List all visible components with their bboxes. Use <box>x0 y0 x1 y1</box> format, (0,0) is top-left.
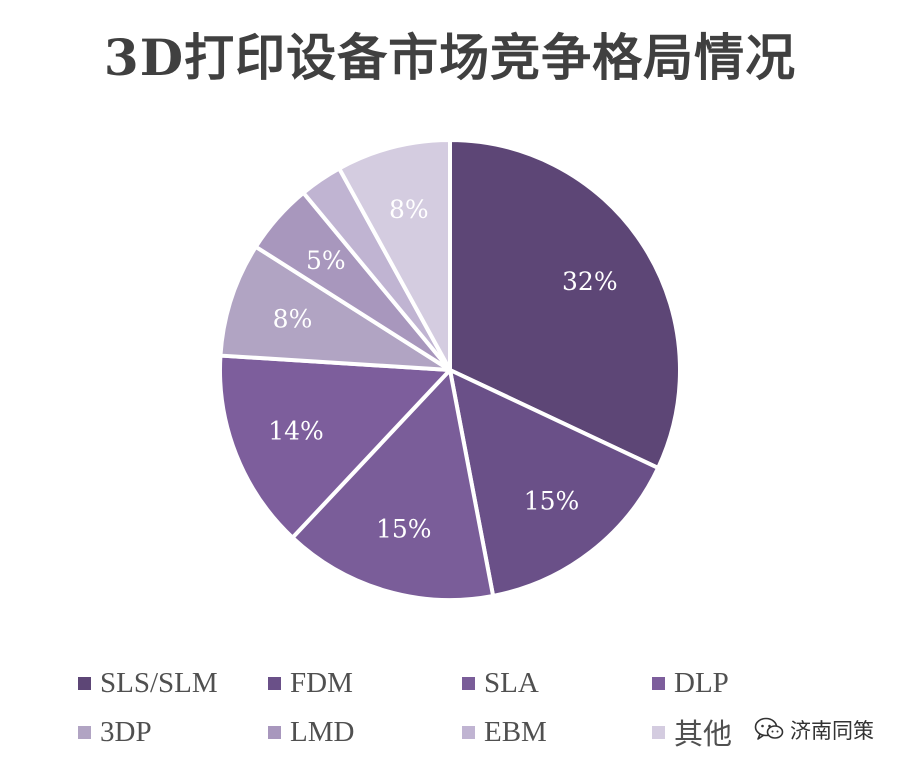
pie-slice-dlp <box>218 353 452 540</box>
legend-label: SLS/SLM <box>100 666 218 699</box>
legend-swatch <box>78 725 91 739</box>
pie-slice-sls-slm <box>448 138 682 470</box>
legend-item: 其他 <box>652 715 732 751</box>
legend-label: EBM <box>484 715 547 748</box>
pie-slice-其他 <box>337 138 452 372</box>
legend-item: SLS/SLM <box>78 666 218 700</box>
data-label-lmd: 5% <box>306 246 346 275</box>
watermark: 济南同策 <box>750 713 878 747</box>
legend-item: SLA <box>462 666 539 700</box>
legend-item: 3DP <box>78 715 152 749</box>
legend-swatch <box>268 676 281 690</box>
legend-label: SLA <box>484 666 539 699</box>
legend-swatch <box>268 725 281 739</box>
wechat-icon <box>754 717 784 740</box>
pie-data-labels: 32% 15% 15% 14% 8% 5% 8% <box>268 195 617 543</box>
data-label-fdm: 15% <box>524 486 580 515</box>
legend-item: LMD <box>268 715 354 749</box>
legend-swatch <box>652 676 665 690</box>
legend-label: FDM <box>290 666 353 699</box>
data-label-3dp: 8% <box>273 304 313 333</box>
data-label-sla: 15% <box>376 515 432 544</box>
pie-slice-fdm <box>448 368 661 598</box>
legend-item: FDM <box>268 666 353 700</box>
data-label-dlp: 14% <box>268 416 324 445</box>
legend-label: LMD <box>290 715 355 748</box>
legend-label: 其他 <box>674 719 733 751</box>
watermark-text: 济南同策 <box>790 719 874 743</box>
chart-title: 3D打印设备市场竞争格局情况 <box>103 28 797 87</box>
legend-swatch <box>462 676 475 690</box>
data-label-其他: 8% <box>389 195 429 224</box>
legend-label: 3DP <box>100 715 152 748</box>
legend-swatch <box>78 676 91 690</box>
pie-slice-sla <box>290 368 496 602</box>
legend-label: DLP <box>674 666 729 699</box>
pie-slices <box>218 138 682 602</box>
legend-swatch <box>462 725 475 739</box>
data-label-sls-slm: 32% <box>562 267 618 296</box>
legend-item: EBM <box>462 715 547 749</box>
legend-swatch <box>652 725 665 739</box>
pie-slice-3dp <box>218 244 452 372</box>
legend-item: DLP <box>652 666 729 700</box>
